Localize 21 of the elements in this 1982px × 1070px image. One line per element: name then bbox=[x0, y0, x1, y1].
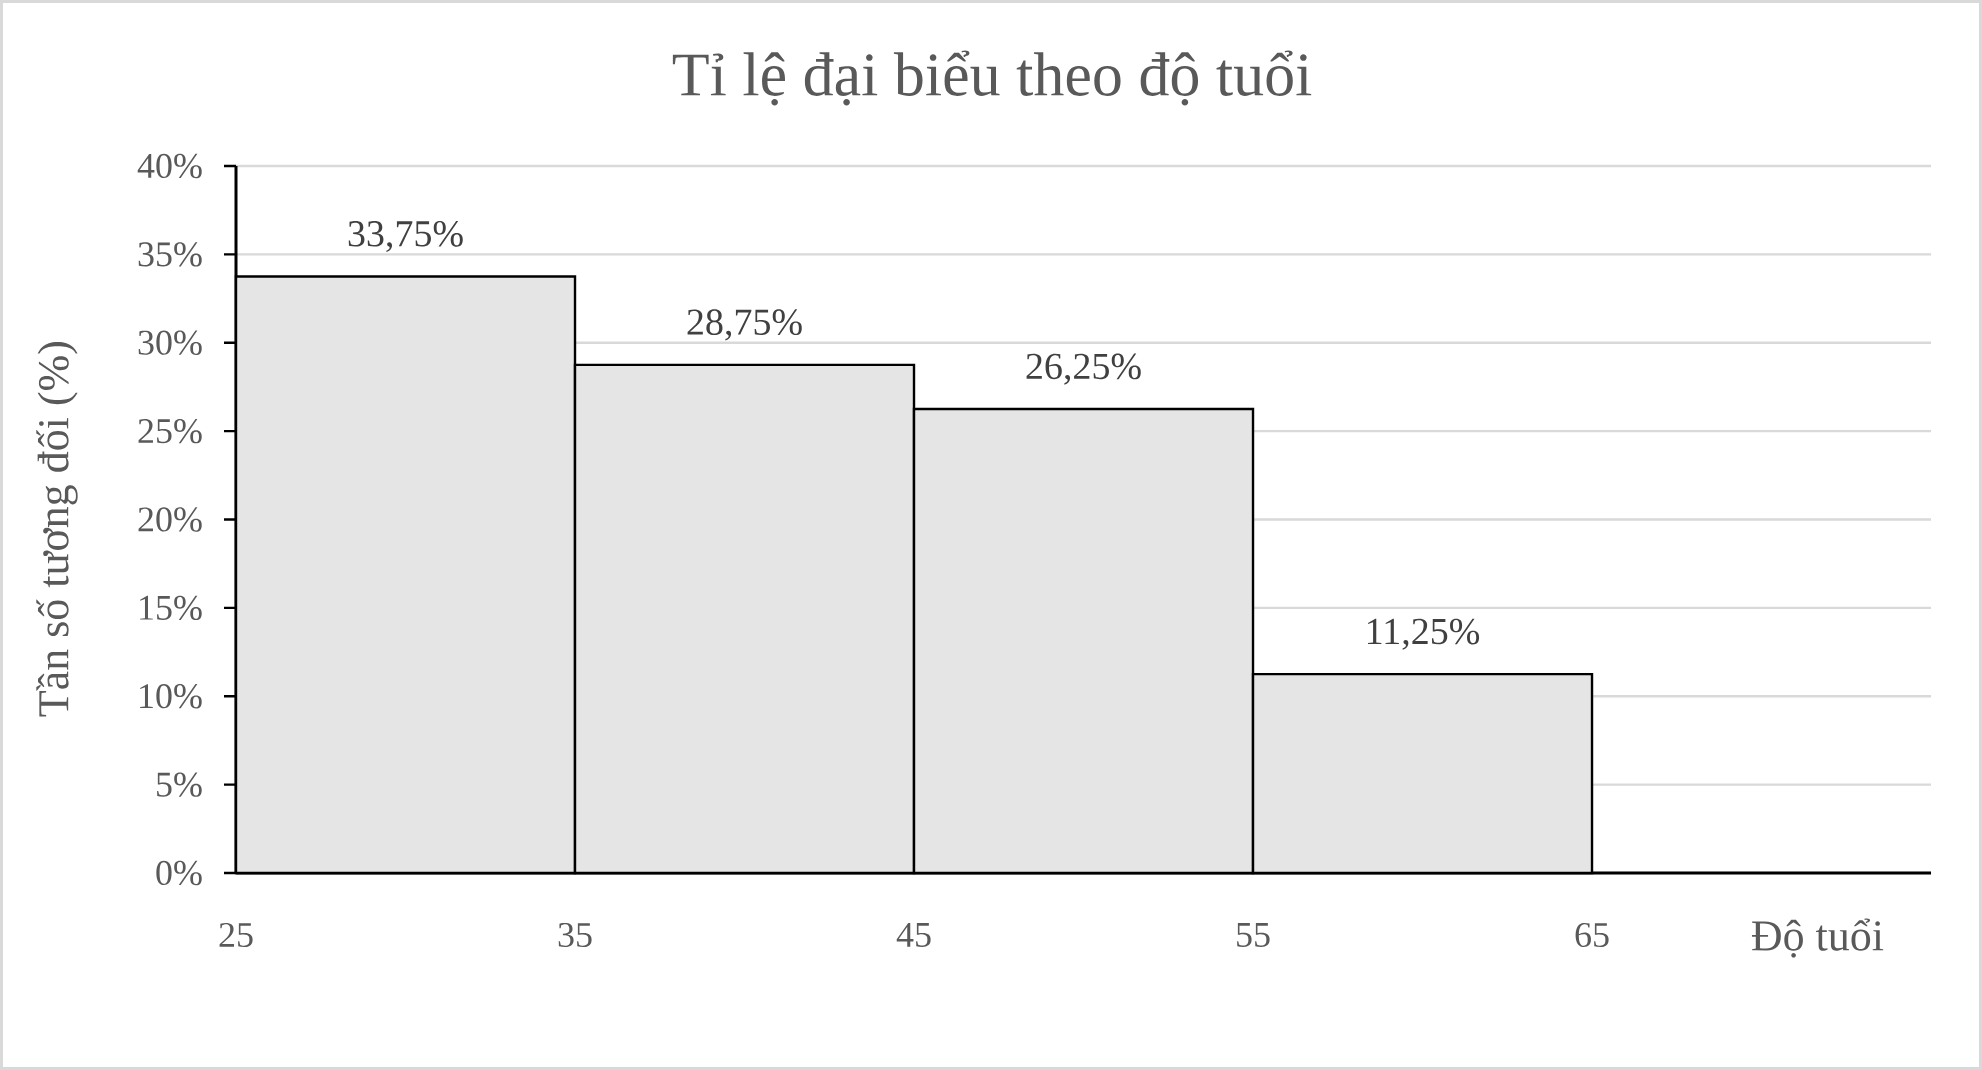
x-tick-label: 25 bbox=[219, 922, 253, 948]
y-tick-label: 0% bbox=[156, 860, 202, 886]
x-tick-label: 65 bbox=[1575, 922, 1609, 948]
data-label: 33,75% bbox=[348, 220, 463, 253]
y-axis-title: Tần số tương đối (%) bbox=[36, 342, 78, 717]
data-label: 28,75% bbox=[687, 309, 802, 341]
y-tick-label: 30% bbox=[138, 330, 202, 355]
chart-title: Tỉ lệ đại biểu theo độ tuổi bbox=[672, 50, 1312, 106]
y-tick-label: 40% bbox=[137, 153, 202, 179]
y-tick-label: 35% bbox=[138, 242, 202, 267]
y-tick-label: 20% bbox=[138, 507, 202, 532]
x-axis-title: Độ tuổi bbox=[1751, 918, 1884, 958]
x-tick-label: 55 bbox=[1237, 923, 1270, 947]
y-tick-label: 10% bbox=[140, 684, 202, 709]
y-tick-label: 15% bbox=[140, 595, 202, 621]
data-label: 26,25% bbox=[1026, 353, 1141, 385]
x-tick-label: 45 bbox=[896, 922, 931, 948]
y-tick-label: 5% bbox=[157, 772, 202, 797]
data-label: 11,25% bbox=[1367, 618, 1480, 650]
y-tick-label: 25% bbox=[138, 418, 202, 444]
x-tick-label: 35 bbox=[558, 922, 592, 948]
